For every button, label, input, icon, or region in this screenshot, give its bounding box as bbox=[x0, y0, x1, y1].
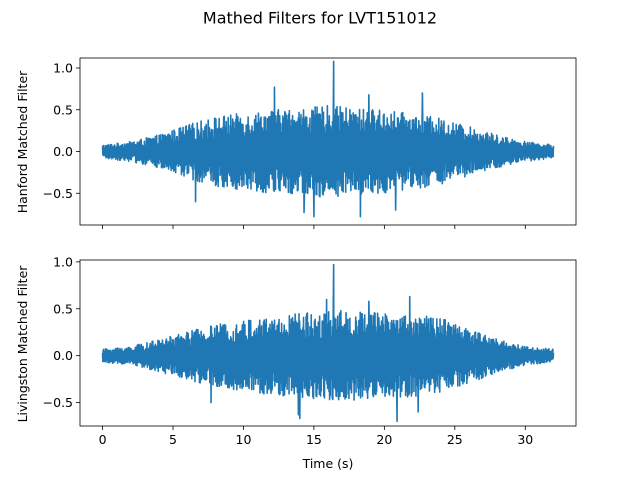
y-tick-label-1-2: 0.5 bbox=[53, 301, 73, 316]
y-tick-label-0-0: −0.5 bbox=[43, 186, 73, 201]
y-tick-label-1-1: 0.0 bbox=[53, 348, 73, 363]
x-tick-label-5: 25 bbox=[447, 432, 463, 447]
figure-title: Mathed Filters for LVT151012 bbox=[203, 9, 437, 28]
x-tick-label-3: 15 bbox=[306, 432, 322, 447]
y-tick-label-1-3: 1.0 bbox=[53, 254, 73, 269]
x-tick-label-1: 5 bbox=[169, 432, 177, 447]
x-tick-label-2: 10 bbox=[236, 432, 252, 447]
y-tick-label-0-3: 1.0 bbox=[53, 61, 73, 76]
livingston-panel: Livingston Matched Filter −0.5 0.0 0.5 1.0 0… bbox=[15, 254, 577, 447]
hanford-panel: Hanford Matched Filter −0.5 0.0 0.5 1.0 bbox=[15, 57, 577, 229]
x-axis-label: Time (s) bbox=[302, 456, 354, 471]
hanford-ylabel: Hanford Matched Filter bbox=[15, 70, 30, 213]
y-tick-label-1-0: −0.5 bbox=[43, 395, 73, 410]
x-tick-label-4: 20 bbox=[376, 432, 392, 447]
x-tick-label-6: 30 bbox=[517, 432, 533, 447]
y-tick-label-0-1: 0.0 bbox=[53, 144, 73, 159]
signal-line-1 bbox=[101, 263, 555, 423]
signal-line-0 bbox=[101, 60, 555, 218]
plot-frame-0 bbox=[79, 57, 577, 226]
y-tick-label-0-2: 0.5 bbox=[53, 102, 73, 117]
x-tick-label-0: 0 bbox=[99, 432, 107, 447]
plot-frame-1 bbox=[79, 259, 577, 427]
livingston-ylabel: Livingston Matched Filter bbox=[15, 265, 30, 423]
